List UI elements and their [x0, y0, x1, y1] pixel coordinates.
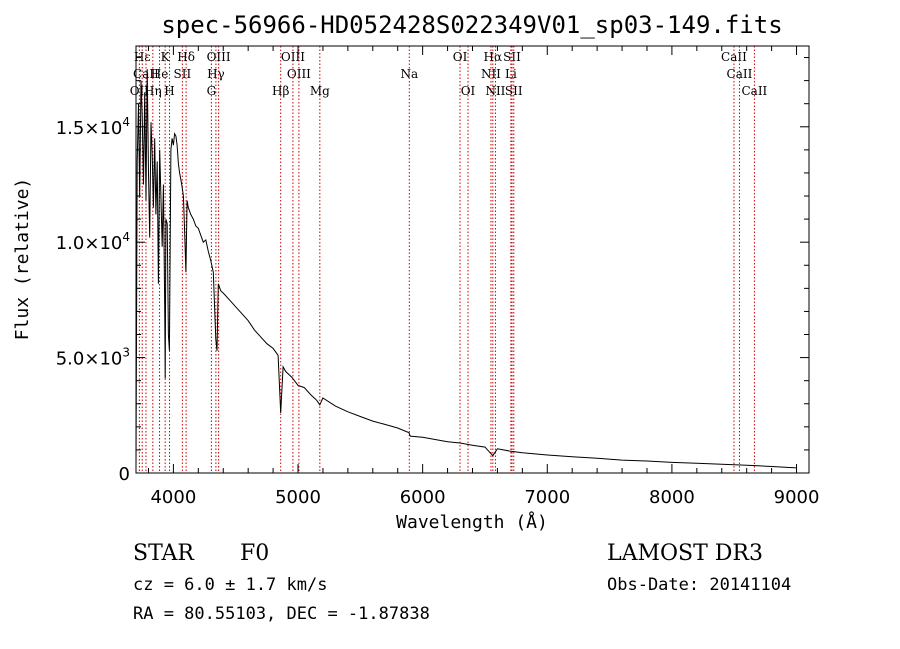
x-axis: 4000 5000 6000 7000 8000 9000: [147, 46, 820, 508]
plot-frame: [135, 45, 810, 474]
chart-title: spec-56966-HD052428S022349V01_sp03-149.f…: [161, 11, 782, 39]
line-marker-label-7: Hδ: [177, 50, 195, 64]
line-marker-label-5: He: [151, 67, 169, 81]
x-tick-label-4000: 4000: [150, 487, 196, 508]
x-tick-label-6000: 6000: [400, 487, 446, 508]
y-tick-label-5000: 5.0×103: [56, 346, 130, 370]
obs-date: Obs-Date: 20141104: [607, 575, 791, 595]
coordinates: RA = 80.55103, DEC = -1.87838: [133, 604, 430, 624]
y-tick-label-0: 0: [119, 464, 130, 485]
x-tick-label-8000: 8000: [649, 487, 695, 508]
line-marker-label-20: NII: [481, 67, 501, 81]
y-axis-label: Flux (relative): [12, 178, 33, 341]
line-marker-label-24: SII: [505, 84, 523, 98]
x-tick-label-7000: 7000: [524, 487, 570, 508]
line-marker-label-19: Hα: [484, 50, 503, 64]
redshift-value: cz = 6.0 ± 1.7 km/s: [133, 575, 327, 595]
line-marker-label-23: Li: [505, 67, 517, 81]
line-marker-label-16: Na: [400, 67, 418, 81]
line-marker-label-22: SII: [503, 50, 521, 64]
line-marker-label-25: CaII: [721, 50, 747, 64]
line-marker-label-3: K: [161, 50, 171, 64]
line-marker-label-15: Mg: [310, 84, 330, 98]
object-class: STAR: [133, 541, 195, 566]
y-tick-label-15000: 1.5×104: [56, 115, 130, 139]
line-marker-label-13: OIII: [287, 67, 311, 81]
line-marker-label-14: Hβ: [272, 84, 289, 98]
line-marker-label-11: G: [207, 84, 217, 98]
line-marker-label-26: CaII: [727, 67, 753, 81]
line-marker-label-9: OIII: [207, 50, 231, 64]
line-marker-label-12: OIII: [281, 50, 305, 64]
y-tick-label-10000: 1.0×104: [56, 230, 130, 254]
line-marker-label-10: Hγ: [207, 67, 225, 81]
line-marker-label-6: SII: [174, 67, 192, 81]
x-tick-label-9000: 9000: [774, 487, 820, 508]
x-axis-label: Wavelength (Å): [396, 511, 548, 533]
line-marker-label-4: H: [164, 84, 174, 98]
line-marker-label-17: OI: [453, 50, 468, 64]
spectrum-series-line: [135, 69, 797, 469]
line-marker-label-21: NII: [485, 84, 505, 98]
object-subclass: F0: [240, 541, 269, 566]
x-tick-label-5000: 5000: [275, 487, 321, 508]
line-marker-label-18: OI: [461, 84, 476, 98]
line-marker-label-27: CaII: [741, 84, 767, 98]
line-marker-label-8: Hη: [144, 84, 162, 98]
survey-name: LAMOST DR3: [607, 541, 763, 566]
y-axis: 0 5.0×103 1.0×104 1.5×104: [56, 57, 809, 485]
